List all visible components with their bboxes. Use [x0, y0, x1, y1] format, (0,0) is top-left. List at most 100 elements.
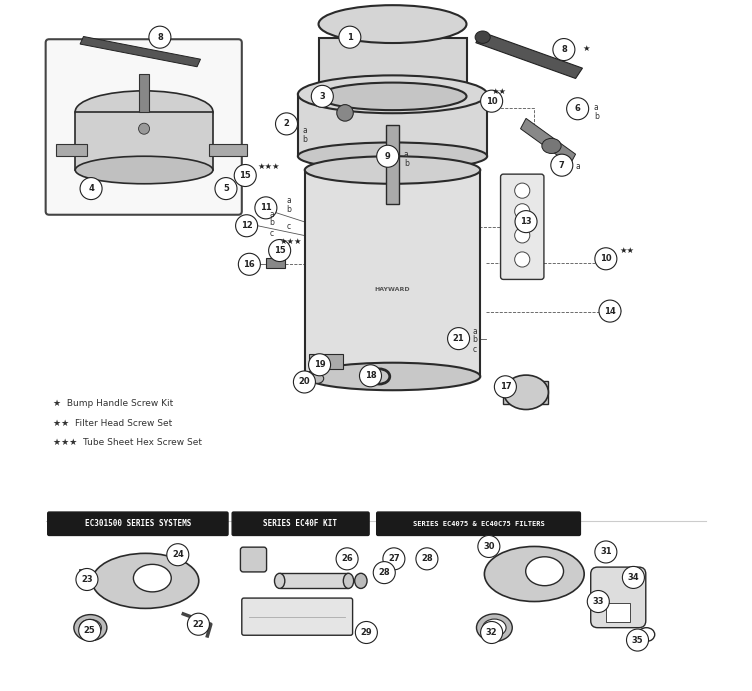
Ellipse shape — [542, 138, 561, 153]
Text: 15: 15 — [274, 246, 286, 255]
Text: 13: 13 — [520, 217, 532, 226]
Bar — [280, 574, 348, 589]
Text: 8: 8 — [561, 45, 567, 54]
Text: 27: 27 — [388, 554, 400, 563]
Ellipse shape — [305, 156, 481, 184]
Circle shape — [373, 562, 396, 584]
Text: b: b — [594, 112, 599, 121]
Circle shape — [268, 240, 291, 261]
Text: 31: 31 — [600, 547, 611, 556]
Text: 12: 12 — [241, 221, 253, 230]
Circle shape — [339, 26, 361, 48]
Text: 5: 5 — [223, 184, 229, 193]
Polygon shape — [476, 32, 583, 79]
Text: 7: 7 — [559, 161, 565, 170]
Ellipse shape — [484, 547, 584, 602]
Circle shape — [481, 90, 502, 112]
Circle shape — [595, 541, 617, 563]
Circle shape — [79, 619, 101, 641]
Ellipse shape — [319, 83, 466, 110]
Bar — [56, 144, 87, 156]
Text: ★★★: ★★★ — [280, 237, 302, 246]
Circle shape — [416, 548, 438, 570]
Circle shape — [514, 183, 530, 198]
Ellipse shape — [75, 156, 213, 184]
Circle shape — [595, 248, 617, 269]
Ellipse shape — [344, 574, 353, 589]
Circle shape — [494, 376, 517, 398]
Text: 2: 2 — [284, 120, 290, 129]
Bar — [319, 38, 466, 96]
Circle shape — [553, 39, 575, 61]
Text: 1: 1 — [347, 32, 353, 41]
Ellipse shape — [475, 31, 490, 44]
Circle shape — [138, 123, 150, 134]
Circle shape — [626, 629, 648, 651]
Bar — [305, 170, 481, 377]
Text: a: a — [404, 151, 408, 160]
Polygon shape — [80, 37, 201, 67]
Text: 30: 30 — [483, 542, 495, 551]
Text: 11: 11 — [260, 203, 271, 212]
Text: 21: 21 — [453, 334, 465, 343]
Text: c: c — [287, 222, 291, 231]
Text: a: a — [594, 103, 599, 112]
Ellipse shape — [74, 614, 107, 641]
Ellipse shape — [355, 574, 367, 589]
Text: b: b — [269, 218, 274, 227]
Circle shape — [383, 548, 405, 570]
Ellipse shape — [298, 142, 487, 170]
FancyBboxPatch shape — [591, 567, 646, 627]
Ellipse shape — [311, 374, 323, 384]
Ellipse shape — [477, 614, 512, 641]
Ellipse shape — [80, 619, 102, 636]
Text: a: a — [287, 196, 291, 205]
Ellipse shape — [483, 619, 506, 636]
Circle shape — [514, 228, 530, 243]
Circle shape — [215, 178, 237, 200]
Text: 6: 6 — [575, 104, 581, 113]
Text: 28: 28 — [421, 554, 432, 563]
Text: HAYWARD: HAYWARD — [374, 287, 411, 292]
Circle shape — [80, 178, 102, 200]
Circle shape — [238, 254, 260, 275]
Bar — [210, 144, 247, 156]
Ellipse shape — [92, 553, 199, 608]
Text: SERIES EC40F KIT: SERIES EC40F KIT — [263, 519, 338, 528]
Ellipse shape — [305, 363, 481, 390]
Text: c: c — [269, 229, 274, 238]
Text: ★★: ★★ — [492, 87, 507, 96]
Circle shape — [623, 567, 644, 589]
Circle shape — [377, 145, 399, 167]
Circle shape — [356, 621, 378, 643]
Text: 26: 26 — [341, 554, 353, 563]
Text: ★★  Filter Head Screw Set: ★★ Filter Head Screw Set — [53, 419, 171, 428]
Bar — [606, 603, 630, 622]
Ellipse shape — [298, 75, 487, 113]
Text: a: a — [302, 126, 307, 135]
Text: SERIES EC4075 & EC40C75 FILTERS: SERIES EC4075 & EC40C75 FILTERS — [413, 521, 544, 527]
Text: ★★★: ★★★ — [258, 162, 280, 171]
Text: 23: 23 — [81, 575, 92, 584]
Circle shape — [550, 154, 573, 176]
Text: c: c — [473, 345, 478, 354]
Circle shape — [308, 354, 331, 376]
Ellipse shape — [75, 91, 213, 132]
Text: b: b — [404, 160, 409, 169]
Text: 33: 33 — [593, 597, 604, 606]
Text: 29: 29 — [360, 628, 372, 637]
Text: ★: ★ — [583, 44, 590, 53]
FancyBboxPatch shape — [241, 547, 266, 572]
Text: ★★★  Tube Sheet Hex Screw Set: ★★★ Tube Sheet Hex Screw Set — [53, 438, 202, 447]
Ellipse shape — [504, 375, 548, 410]
Text: b: b — [302, 135, 307, 144]
Circle shape — [567, 97, 589, 120]
Text: 9: 9 — [385, 152, 390, 161]
Text: 10: 10 — [600, 254, 611, 263]
Circle shape — [514, 252, 530, 267]
Text: ★  Bump Handle Screw Kit: ★ Bump Handle Screw Kit — [53, 399, 173, 408]
Text: 14: 14 — [604, 307, 616, 316]
Bar — [503, 381, 548, 404]
Text: 16: 16 — [244, 260, 255, 269]
Circle shape — [234, 164, 256, 187]
